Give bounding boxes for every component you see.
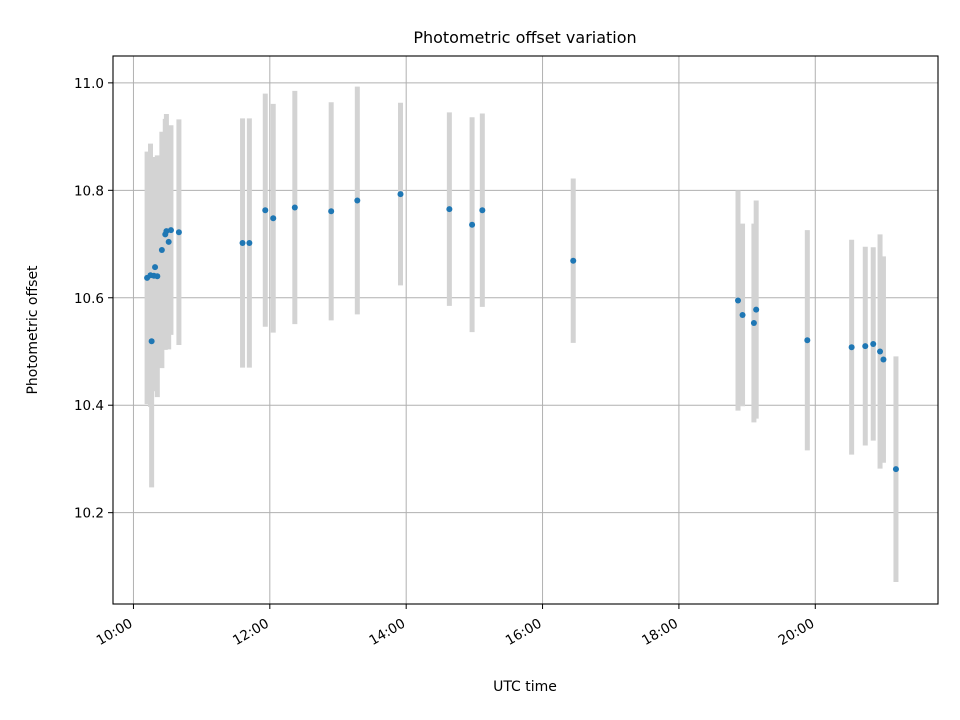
y-tick-label: 10.4 <box>74 398 104 414</box>
data-point <box>163 228 170 235</box>
data-point <box>870 340 877 347</box>
data-point <box>479 207 486 214</box>
data-point <box>892 466 899 473</box>
y-tick-label: 10.6 <box>74 291 104 307</box>
y-tick-label: 10.2 <box>74 506 104 522</box>
data-point <box>246 239 253 246</box>
chart-title: Photometric offset variation <box>413 28 636 47</box>
data-point <box>154 273 161 280</box>
data-point <box>848 344 855 351</box>
data-point <box>735 297 741 304</box>
data-point <box>469 221 476 228</box>
data-point <box>750 320 757 327</box>
y-tick-label: 11.0 <box>74 76 104 92</box>
data-point <box>753 306 760 313</box>
data-point <box>158 246 165 253</box>
data-point <box>804 337 811 344</box>
data-point <box>446 206 453 213</box>
x-axis-label: UTC time <box>493 679 557 695</box>
data-point <box>167 227 174 234</box>
data-point <box>152 264 159 271</box>
data-point <box>397 191 404 198</box>
data-point <box>148 338 155 345</box>
grid-layer <box>113 56 938 604</box>
data-point <box>862 343 869 350</box>
data-point <box>270 215 277 222</box>
data-point <box>880 356 887 363</box>
data-point <box>165 238 172 245</box>
data-point <box>291 204 298 211</box>
data-point <box>328 208 335 215</box>
data-point <box>877 348 884 355</box>
y-tick-label: 10.8 <box>74 183 104 199</box>
plot-frame <box>112 55 939 605</box>
data-point <box>239 239 246 246</box>
data-point <box>570 257 577 264</box>
y-axis-label: Photometric offset <box>25 265 41 395</box>
data-point <box>175 229 182 236</box>
data-point <box>739 311 746 318</box>
data-point <box>262 207 269 214</box>
data-point <box>354 197 361 204</box>
point-layer <box>144 191 899 473</box>
